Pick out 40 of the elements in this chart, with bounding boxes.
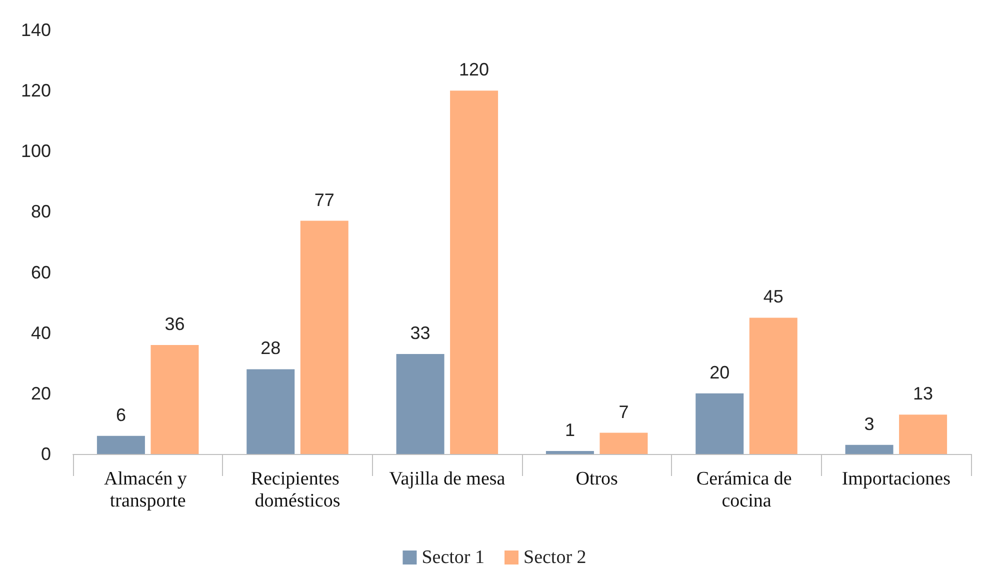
bar [546, 450, 594, 454]
y-tick-label: 140 [20, 20, 51, 40]
bar [396, 354, 444, 454]
x-tick-label: Importaciones [842, 468, 951, 490]
legend-label: Sector 2 [524, 547, 586, 568]
y-tick-label: 60 [30, 262, 51, 282]
x-tick-label: Vajilla de mesa [389, 468, 506, 490]
bar [749, 318, 798, 454]
data-label: 33 [410, 323, 430, 344]
y-tick-label: 40 [30, 322, 51, 343]
data-label: 120 [459, 60, 490, 80]
data-label: 6 [116, 404, 126, 425]
data-label: 77 [314, 190, 334, 210]
bar [300, 220, 348, 454]
bar [246, 369, 295, 454]
y-tick-label: 80 [30, 202, 51, 222]
x-tick-label: Otros [576, 468, 618, 490]
data-label: 36 [164, 314, 185, 334]
bar [696, 393, 744, 454]
bar [845, 444, 894, 454]
x-tick-label: Almacén y transporte [104, 468, 192, 512]
bar [450, 90, 498, 454]
legend-label: Sector 1 [422, 547, 485, 568]
y-tick-label: 20 [30, 383, 51, 404]
data-label: 7 [618, 402, 629, 422]
x-tick-label: Recipientes domésticos [250, 468, 344, 512]
data-label: 1 [564, 420, 575, 440]
data-label: 28 [260, 338, 281, 358]
y-tick-label: 120 [20, 80, 51, 101]
bar [899, 414, 948, 454]
bar [600, 432, 648, 454]
data-label: 3 [864, 414, 874, 434]
data-label: 20 [710, 362, 730, 382]
bar [150, 344, 199, 454]
y-tick-label: 100 [20, 141, 51, 162]
x-tick-label: Cerámica de cocina [696, 468, 797, 512]
y-tick-label: 0 [40, 444, 51, 464]
data-label: 45 [763, 286, 784, 307]
data-label: 13 [913, 384, 934, 404]
bar [96, 436, 145, 454]
